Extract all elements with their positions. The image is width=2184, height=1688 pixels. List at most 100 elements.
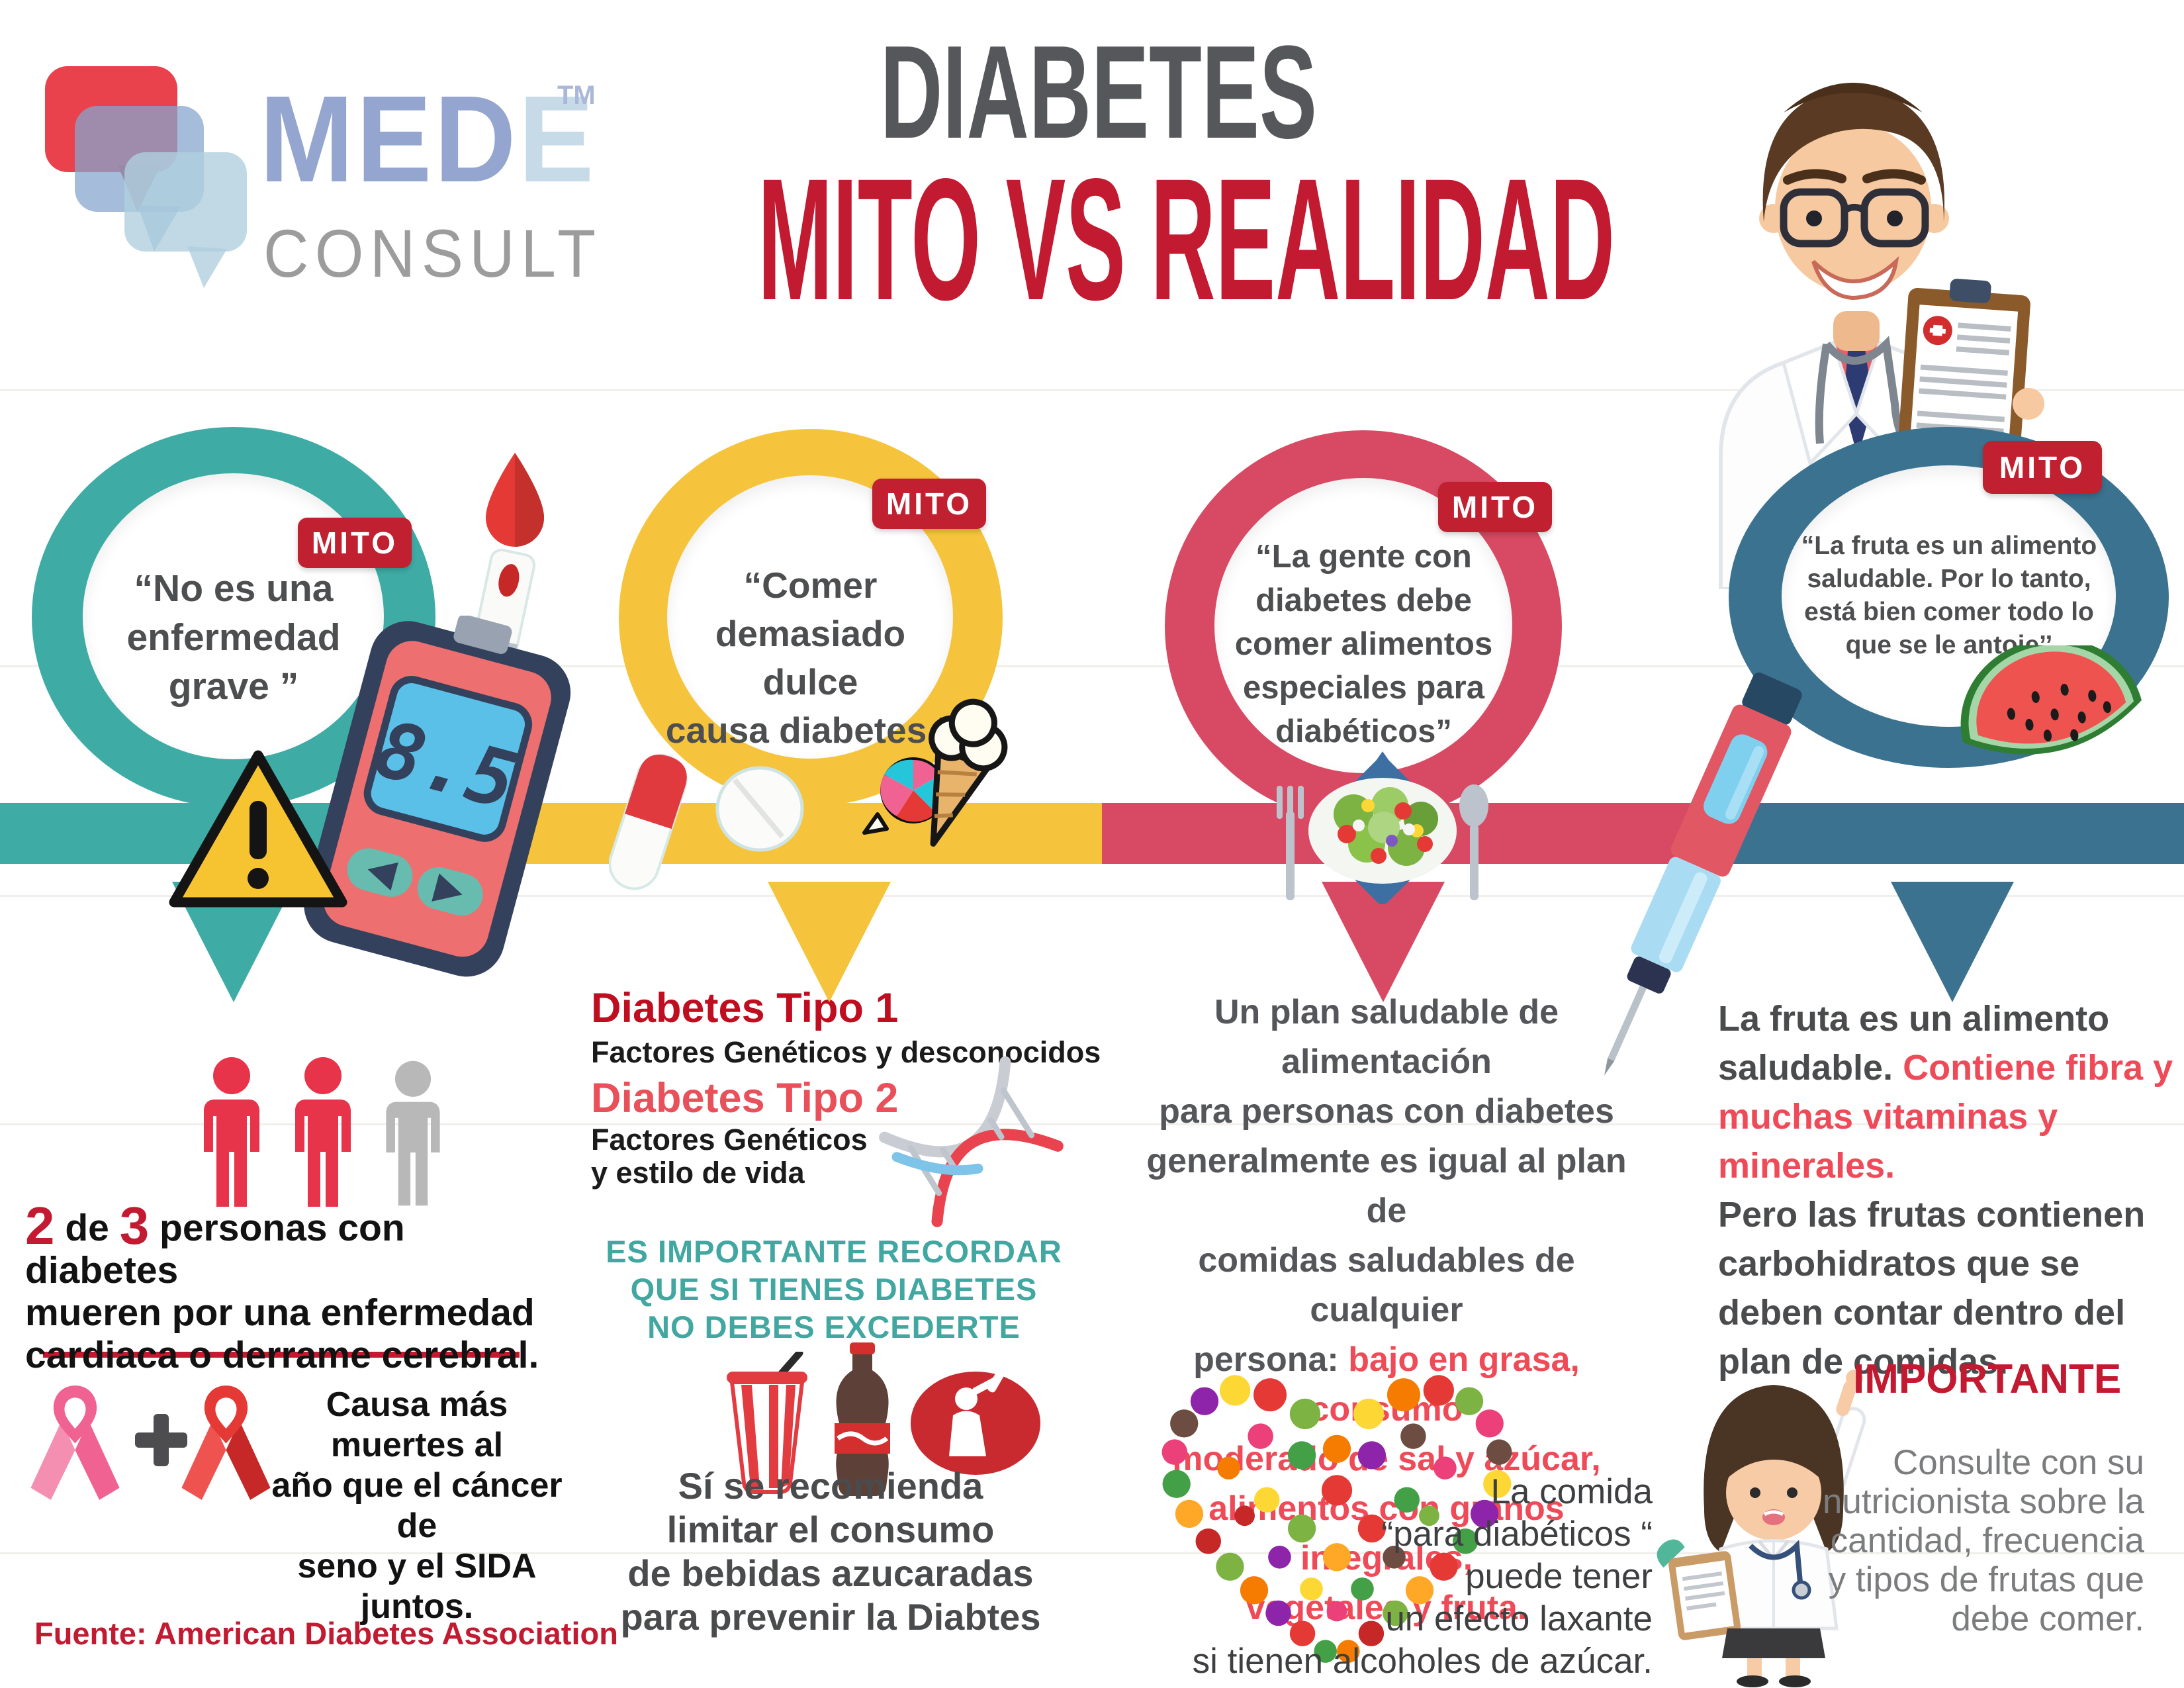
plan-paragraph: Un plan saludable de alimentación para p… — [1122, 988, 1651, 1633]
ribbon-line: Causa más muertes al — [326, 1385, 508, 1464]
person-icon — [295, 1057, 351, 1207]
quote-line: “La gente con — [1255, 539, 1472, 575]
tipo2-subtext: Factores Genéticos y estilo de vida — [591, 1123, 868, 1190]
advice-line: de bebidas azucaradas — [627, 1552, 1034, 1594]
advice-text: Sí se recomienda limitar el consumo de b… — [549, 1464, 1112, 1639]
doctor-illustration — [1719, 83, 2044, 589]
pink-ribbon-icon — [30, 1385, 120, 1500]
fruit-heart-icon — [1161, 1375, 1512, 1663]
advice-line: limitar el consumo — [666, 1509, 995, 1550]
plan-line-red: bajo en grasa, consumo — [1310, 1340, 1580, 1429]
ruled-line — [0, 1552, 2184, 1554]
comida-line: un efecto laxante — [1385, 1599, 1653, 1638]
ruled-line — [0, 389, 2184, 391]
quote-line: diabetes debe — [1255, 583, 1472, 618]
fruta-line-red: muchas vitaminas y minerales. — [1718, 1097, 2058, 1186]
salad-plate-icon — [1277, 751, 1488, 904]
ribbon-statistic-text: Causa más muertes al año que el cáncer d… — [265, 1385, 569, 1627]
warning-triangle-icon — [169, 750, 347, 908]
plan-line: comidas saludables de cualquier — [1198, 1241, 1575, 1329]
tipo2-subtext-line: y estilo de vida — [591, 1156, 805, 1190]
quote-line: especiales para — [1242, 670, 1485, 706]
mito-badge-label: MITO — [1451, 490, 1539, 524]
tipo1-subtext: Factores Genéticos y desconocidos — [591, 1035, 1101, 1069]
stat-text-rest: personas con diabetes — [25, 1207, 405, 1291]
mito-badge-2: MITO — [872, 479, 986, 529]
fruta-line-gray: saludable. — [1718, 1048, 1903, 1088]
quote-line: causa diabetes ” — [665, 710, 956, 751]
myth-quote-1: “No es una enfermedad grave ” — [85, 564, 383, 711]
red-divider — [43, 1352, 520, 1358]
glucometer-icon: 8.5 — [304, 616, 571, 977]
myth-quote-2: “Comer demasiado dulce causa diabetes ” — [663, 561, 958, 755]
title-block: DIABETES MITO VS REALIDAD — [758, 26, 1615, 318]
quote-line: “La fruta es un alimento — [1801, 532, 2097, 560]
red-ribbon-icon — [181, 1385, 271, 1500]
comida-line: si tienen alcoholes de azúcar. — [1192, 1642, 1653, 1681]
consulte-line: cantidad, frecuencia — [1830, 1521, 2144, 1560]
tipo2-heading: Diabetes Tipo 2 — [591, 1075, 899, 1121]
ribbon-line: seno y el SIDA juntos. — [297, 1547, 537, 1626]
logo-wordmark-main: MED — [259, 71, 519, 208]
fruta-line: saludable. Contiene fibra y — [1718, 1043, 2184, 1092]
pin-marker-4 — [1891, 882, 2014, 1002]
fruta-line-red: Contiene fibra y — [1903, 1048, 2173, 1088]
consulte-line: y tipos de frutas que — [1828, 1560, 2144, 1599]
statistic-text: 2 de 3 personas con diabetes mueren por … — [25, 1199, 548, 1377]
logo-wordmark: MEDE — [259, 78, 596, 201]
stat-text-de: de — [54, 1207, 120, 1249]
plan-line-red: moderado de sal y azúcar, — [1172, 1440, 1601, 1478]
band-segment-blue — [1731, 803, 2184, 864]
mito-badge-4: MITO — [1983, 441, 2102, 494]
logo-tm: TM — [557, 81, 596, 110]
comida-line: La comida — [1490, 1472, 1653, 1511]
ruled-line — [0, 895, 2184, 897]
pin-marker-2 — [768, 882, 891, 1002]
plus-icon — [135, 1414, 187, 1466]
soda-cup-icon — [727, 1352, 807, 1494]
quote-line: demasiado dulce — [715, 613, 906, 702]
advice-line: Sí se recomienda — [678, 1465, 983, 1507]
page-subtitle: MITO VS REALIDAD — [758, 142, 1615, 318]
consulte-line: debe comer. — [1951, 1599, 2144, 1638]
advice-line: para prevenir la Diabtes — [620, 1596, 1041, 1638]
plan-line: para personas con diabetes — [1159, 1092, 1614, 1131]
stat-number-3: 3 — [119, 1196, 150, 1255]
comida-line: “para diabéticos “ — [1381, 1515, 1653, 1554]
plan-line-gray: persona: — [1193, 1340, 1349, 1379]
statistic-line: mueren por una enfermedad — [25, 1291, 535, 1334]
teal-reminder-text: ES IMPORTANTE RECORDAR QUE SI TIENES DIA… — [582, 1233, 1085, 1346]
ruled-line — [0, 1123, 2184, 1125]
insulin-pen-icon — [1604, 672, 1802, 1076]
mito-badge-label: MITO — [311, 526, 398, 560]
quote-line: enfermedad — [126, 616, 341, 659]
source-text: Fuente: American Diabetes Association — [34, 1616, 618, 1651]
speech-bubbles-icon — [45, 66, 247, 288]
myth-quote-3: “La gente con diabetes debe comer alimen… — [1216, 535, 1511, 753]
logo-wordmark-accent: E — [518, 71, 597, 208]
watermelon-icon — [1960, 645, 2142, 755]
plan-line: generalmente es igual al plan de — [1146, 1142, 1627, 1230]
drinking-person-icon — [911, 1371, 1040, 1475]
comida-line: puede tener — [1465, 1557, 1653, 1596]
plan-line: Un plan saludable de alimentación — [1214, 993, 1559, 1081]
comida-text: La comida “para diabéticos “ puede tener… — [1145, 1471, 1653, 1683]
fruta-line: Pero las frutas contienen — [1718, 1195, 2146, 1235]
fruta-line: carbohidratos que se — [1718, 1244, 2080, 1284]
ruled-line — [0, 665, 2184, 667]
person-icon — [204, 1057, 259, 1207]
quote-line: “No es una — [134, 567, 334, 610]
nurse-illustration — [1657, 1370, 1866, 1687]
fruta-paragraph: La fruta es un alimento saludable. Conti… — [1718, 994, 2184, 1386]
importante-heading: IMPORTANTE — [1853, 1356, 2122, 1402]
quote-line: está bien comer todo lo — [1804, 598, 2094, 626]
logo-subname: CONSULT — [263, 216, 602, 291]
person-icon — [386, 1060, 440, 1206]
fruta-line: deben contar dentro del — [1718, 1293, 2126, 1333]
ice-cream-icon — [929, 698, 1008, 847]
mito-badge-label: MITO — [886, 487, 973, 521]
dna-icon — [879, 1056, 1064, 1227]
capsule-icon — [609, 753, 688, 890]
statistic-line: cardiaca o derrame cerebral. — [25, 1334, 539, 1376]
